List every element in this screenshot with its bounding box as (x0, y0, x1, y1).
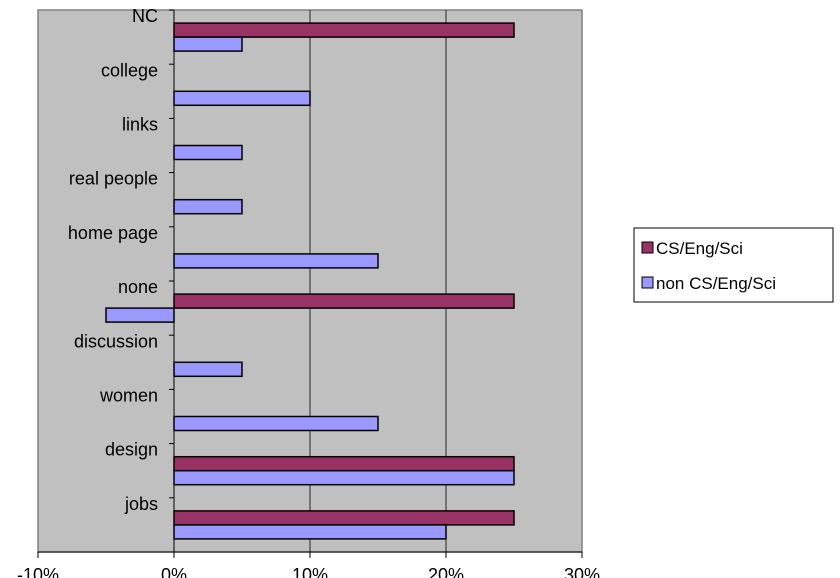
bar-non-cs-eng-sci (173, 524, 447, 540)
legend-label-series-2: non CS/Eng/Sci (656, 274, 776, 293)
value-tick-label: 10% (292, 565, 328, 578)
bar-non-cs-eng-sci (173, 361, 243, 378)
legend: CS/Eng/Sci non CS/Eng/Sci (633, 227, 834, 303)
value-tick-label: 30% (564, 565, 600, 578)
legend-swatch-series-1 (641, 241, 654, 254)
bar-non-cs-eng-sci (173, 90, 311, 107)
category-label: NC (132, 6, 158, 26)
bar-cs-eng-sci (173, 510, 515, 526)
bar-non-cs-eng-sci (173, 253, 379, 269)
legend-swatch-series-2 (641, 276, 654, 289)
bar-cs-eng-sci (173, 22, 515, 38)
category-label: discussion (74, 331, 158, 351)
bar-non-cs-eng-sci (105, 307, 175, 323)
category-label: design (105, 440, 158, 460)
category-label: none (118, 277, 158, 297)
category-label: women (99, 386, 158, 406)
bars (105, 22, 515, 540)
category-label: college (101, 60, 158, 80)
bar-non-cs-eng-sci (173, 198, 243, 215)
legend-label-series-1: CS/Eng/Sci (656, 239, 743, 258)
bar-non-cs-eng-sci (173, 144, 243, 161)
category-label: jobs (124, 494, 158, 514)
value-tick-label: 0% (161, 565, 187, 578)
category-label: links (122, 115, 158, 135)
legend-box (633, 227, 834, 303)
bar-cs-eng-sci (173, 293, 515, 309)
bar-non-cs-eng-sci (173, 36, 243, 52)
value-ticks (37, 552, 583, 558)
bar-cs-eng-sci (173, 455, 515, 472)
category-label: home page (68, 223, 158, 243)
value-tick-labels: -10% 0% 10% 20% 30% (17, 565, 600, 578)
category-labels: NC college links real people home page none di… (68, 6, 158, 514)
value-tick-label: 20% (428, 565, 464, 578)
bar-non-cs-eng-sci (173, 415, 379, 432)
category-label: real people (69, 169, 158, 189)
bar-non-cs-eng-sci (173, 469, 515, 486)
value-tick-label: -10% (17, 565, 59, 578)
